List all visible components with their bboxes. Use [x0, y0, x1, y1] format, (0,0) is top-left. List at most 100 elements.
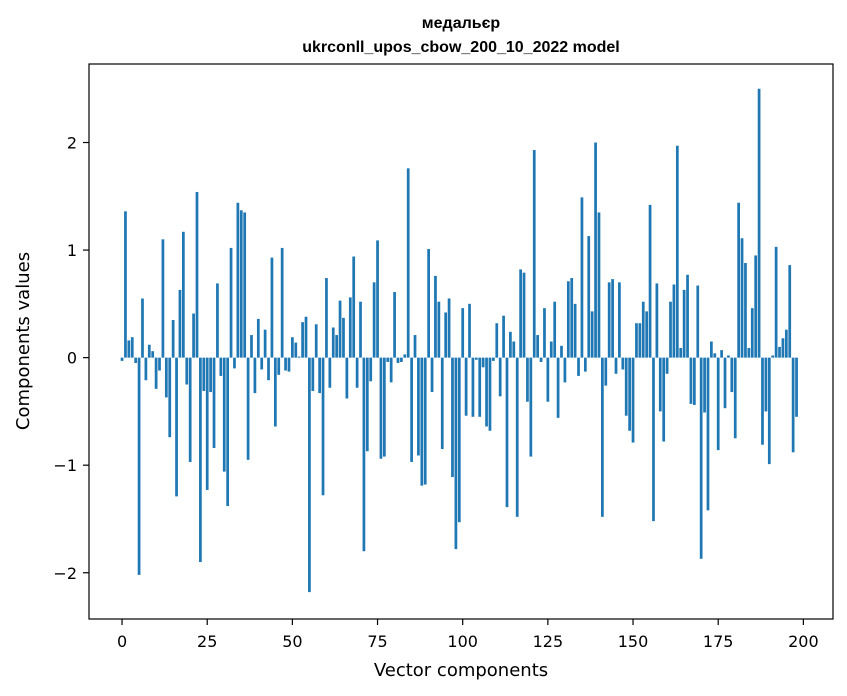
bar-47 — [280, 247, 284, 358]
bar-28 — [216, 283, 219, 358]
bar-30 — [222, 357, 226, 472]
bar-76 — [379, 357, 383, 459]
bar-171 — [703, 357, 706, 413]
bar-69 — [355, 357, 359, 388]
bar-56 — [311, 357, 315, 391]
bar-174 — [713, 353, 717, 358]
bar-86 — [413, 335, 417, 358]
bar-6 — [141, 298, 144, 358]
bar-5 — [137, 357, 141, 575]
bar-80 — [393, 292, 396, 358]
bar-110 — [495, 323, 499, 358]
bar-154 — [645, 311, 649, 358]
y-tick-label: 0 — [67, 349, 77, 368]
bar-71 — [362, 357, 366, 552]
bar-157 — [655, 283, 659, 358]
x-tick-label: 200 — [788, 632, 819, 651]
bar-72 — [365, 357, 369, 452]
bar-177 — [723, 357, 727, 409]
bar-148 — [624, 357, 628, 416]
bar-29 — [219, 357, 223, 376]
bar-63 — [335, 335, 339, 358]
bar-62 — [331, 327, 335, 358]
bar-193 — [778, 346, 781, 358]
bar-126 — [549, 341, 553, 358]
bar-9 — [151, 351, 155, 358]
bar-8 — [147, 344, 151, 358]
bar-42 — [263, 329, 267, 358]
bar-74 — [372, 282, 376, 358]
bar-168 — [692, 357, 696, 405]
bar-97 — [451, 357, 454, 478]
bar-175 — [716, 357, 720, 451]
bar-24 — [202, 357, 206, 391]
bar-13 — [164, 357, 168, 398]
bar-2 — [127, 340, 131, 358]
bar-172 — [706, 357, 710, 511]
bar-127 — [553, 301, 557, 358]
bar-55 — [308, 357, 311, 593]
bar-7 — [144, 357, 148, 381]
bar-113 — [505, 357, 509, 508]
bar-132 — [570, 278, 574, 358]
x-tick-label: 50 — [282, 632, 302, 651]
bar-176 — [720, 350, 723, 358]
bar-182 — [740, 238, 744, 358]
chart-subtitle: ukrconll_upos_cbow_200_10_2022 model — [302, 39, 619, 56]
bar-10 — [154, 357, 158, 389]
bar-186 — [754, 255, 758, 358]
bar-120 — [529, 357, 533, 457]
bar-50 — [291, 337, 294, 358]
bar-139 — [594, 142, 597, 358]
bar-102 — [468, 303, 471, 358]
bar-16 — [175, 357, 178, 497]
bar-149 — [628, 357, 631, 431]
bar-57 — [314, 324, 318, 358]
bar-117 — [519, 269, 522, 358]
bar-112 — [502, 315, 505, 358]
bar-191 — [771, 355, 775, 358]
bar-91 — [430, 357, 434, 393]
bar-83 — [403, 354, 407, 358]
bar-140 — [597, 212, 601, 358]
bar-89 — [423, 357, 427, 485]
bar-129 — [560, 345, 563, 358]
bar-116 — [515, 357, 519, 517]
bar-194 — [781, 338, 785, 358]
bar-3 — [130, 337, 134, 358]
bar-31 — [226, 357, 230, 507]
bar-108 — [488, 357, 492, 431]
bar-20 — [188, 357, 192, 462]
bar-18 — [182, 231, 185, 358]
bar-130 — [563, 357, 567, 383]
bar-33 — [233, 357, 236, 369]
bar-165 — [682, 289, 686, 358]
bar-121 — [532, 150, 536, 358]
bar-52 — [297, 356, 301, 358]
bar-178 — [727, 355, 730, 358]
bar-25 — [205, 357, 209, 490]
bar-153 — [641, 301, 645, 358]
x-axis-ticks: 0 25 50 75 100 125 150 175 200 — [117, 619, 819, 651]
bar-167 — [689, 357, 693, 404]
bar-161 — [669, 301, 672, 358]
bar-135 — [580, 197, 584, 358]
bar-41 — [260, 357, 264, 370]
bar-46 — [277, 357, 281, 375]
bar-190 — [767, 357, 771, 465]
bar-119 — [526, 357, 529, 402]
bar-12 — [161, 239, 165, 358]
bar-111 — [498, 357, 502, 397]
bar-104 — [474, 357, 478, 360]
bar-100 — [461, 308, 465, 358]
bar-103 — [471, 357, 475, 417]
bar-164 — [679, 347, 683, 358]
bar-66 — [345, 357, 349, 399]
bar-155 — [648, 204, 652, 358]
bar-118 — [522, 272, 526, 358]
bar-36 — [243, 212, 247, 358]
bar-179 — [730, 357, 734, 393]
bar-39 — [253, 357, 257, 394]
bar-196 — [788, 265, 792, 358]
